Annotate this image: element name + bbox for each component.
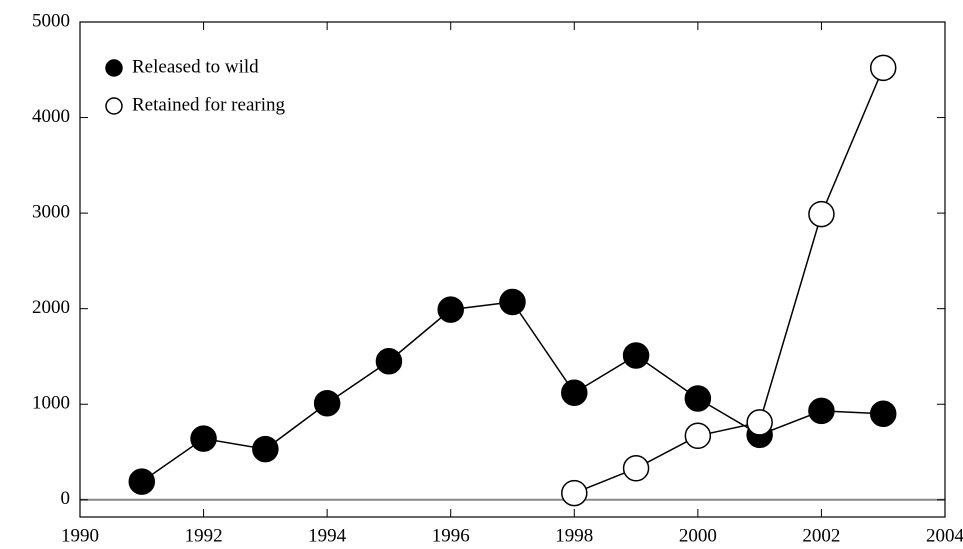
y-tick-label: 1000 bbox=[32, 393, 70, 414]
x-tick-label: 2004 bbox=[926, 525, 963, 546]
data-point bbox=[622, 455, 650, 482]
data-point bbox=[746, 409, 773, 436]
legend-marker bbox=[105, 97, 123, 115]
y-tick-label: 5000 bbox=[32, 10, 70, 31]
plot-frame bbox=[79, 21, 946, 518]
series-line bbox=[574, 67, 884, 494]
data-point bbox=[252, 435, 279, 463]
y-tick-label: 2000 bbox=[32, 297, 70, 318]
y-tick-label: 3000 bbox=[32, 201, 70, 222]
data-point bbox=[684, 422, 712, 450]
data-point bbox=[561, 479, 588, 507]
x-tick-label: 1990 bbox=[61, 525, 99, 546]
data-point bbox=[808, 200, 835, 228]
x-tick-label: 1992 bbox=[185, 525, 223, 546]
x-tick-label: 2000 bbox=[679, 525, 717, 546]
data-point bbox=[869, 400, 897, 428]
data-point bbox=[499, 288, 526, 316]
data-point bbox=[190, 425, 217, 452]
x-tick-label: 1994 bbox=[308, 525, 347, 546]
x-tick-label: 1998 bbox=[555, 525, 593, 546]
data-point bbox=[622, 342, 650, 369]
data-point bbox=[128, 468, 156, 495]
series-line bbox=[141, 301, 884, 483]
legend-label: Retained for rearing bbox=[132, 94, 285, 115]
data-point bbox=[869, 54, 897, 82]
legend-marker bbox=[105, 59, 123, 77]
data-point bbox=[684, 385, 712, 412]
data-point bbox=[313, 390, 341, 417]
x-tick-label: 2002 bbox=[802, 525, 840, 546]
data-point bbox=[561, 379, 588, 407]
data-point bbox=[437, 296, 464, 323]
x-tick-label: 1996 bbox=[432, 525, 470, 546]
y-tick-label: 4000 bbox=[32, 106, 70, 127]
data-point bbox=[808, 397, 835, 425]
data-point bbox=[375, 347, 403, 375]
y-tick-label: 0 bbox=[61, 488, 71, 509]
legend-label: Released to wild bbox=[132, 56, 259, 77]
